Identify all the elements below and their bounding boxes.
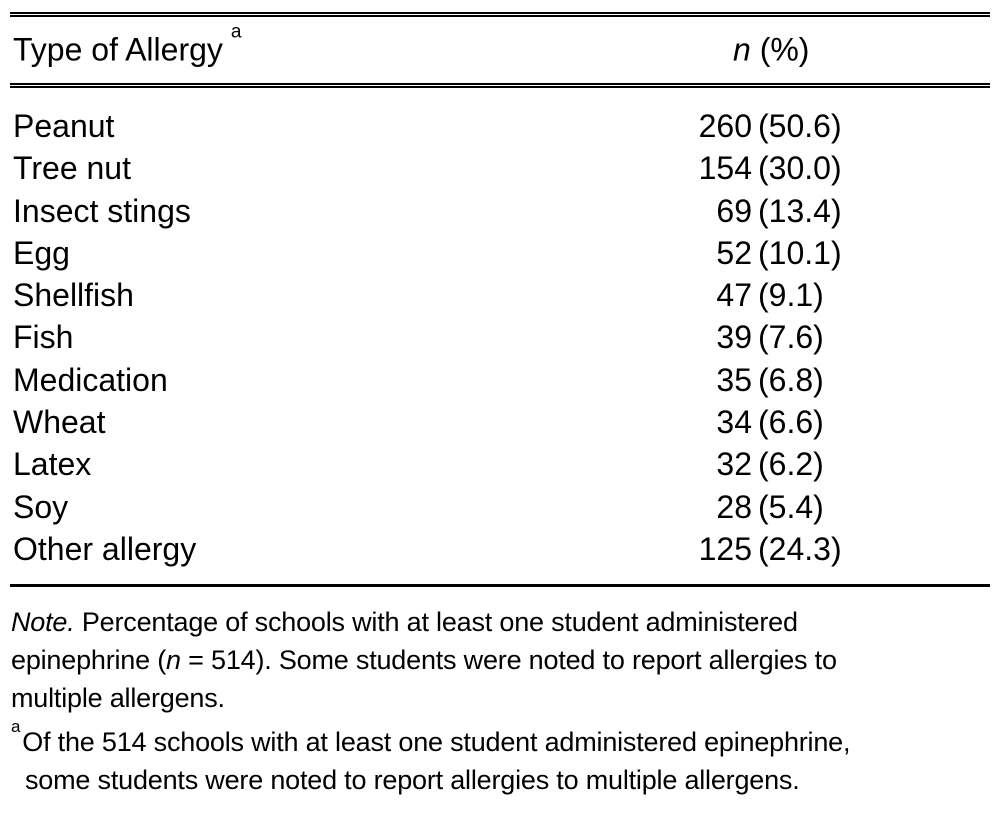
- allergy-type-label: Medication: [13, 361, 168, 398]
- note-label: Note.: [11, 607, 75, 638]
- count-value: 28: [716, 488, 752, 525]
- count-value: 69: [716, 192, 752, 229]
- percent-value: (6.2): [758, 446, 824, 483]
- count-value: 32: [716, 446, 752, 483]
- percent-value: (5.4): [758, 488, 824, 525]
- table-notes: Note. Percentage of schools with at leas…: [11, 603, 990, 799]
- journal-table: Type of Allergy a n (%) Peanut 260 (50.6)…: [10, 12, 990, 799]
- percent-value: (7.6): [758, 319, 824, 356]
- allergy-type-label: Wheat: [13, 404, 106, 441]
- table-row: Shellfish 47 (9.1): [10, 274, 990, 316]
- column-header-n-percent: n (%): [733, 32, 809, 69]
- allergy-type-label: Egg: [13, 234, 70, 271]
- column-header-percent-label: (%): [750, 31, 810, 68]
- column-header-label: Type of Allergy: [13, 31, 223, 68]
- table-rows: Peanut 260 (50.6) Tree nut 154 (30.0) In…: [10, 88, 990, 570]
- footnote-a-text: Of the 514 schools with at least one stu…: [22, 727, 851, 758]
- footnote-a-marker: a: [11, 717, 21, 737]
- table-row: Peanut 260 (50.6): [10, 105, 990, 147]
- percent-value: (30.0): [758, 150, 842, 187]
- table-row: Tree nut 154 (30.0): [10, 147, 990, 189]
- table-header-row: Type of Allergy a n (%): [10, 17, 990, 83]
- table-row: Wheat 34 (6.6): [10, 401, 990, 443]
- table-bottom-rule: [10, 584, 990, 588]
- count-value: 47: [716, 277, 752, 314]
- footnote-a-line-1: aOf the 514 schools with at least one st…: [11, 717, 990, 761]
- allergy-type-label: Shellfish: [13, 277, 134, 314]
- percent-value: (6.8): [758, 361, 824, 398]
- note-n-italic: n: [166, 645, 181, 676]
- count-value: 39: [716, 319, 752, 356]
- count-value: 260: [698, 108, 752, 144]
- table-row: Egg 52 (10.1): [10, 232, 990, 274]
- count-value: 125: [698, 530, 752, 567]
- table-row: Fish 39 (7.6): [10, 316, 990, 358]
- percent-value: (13.4): [758, 192, 842, 229]
- table-top-rule: [10, 12, 990, 17]
- table-row: Soy 28 (5.4): [10, 486, 990, 528]
- allergy-type-label: Latex: [13, 446, 92, 483]
- percent-value: (10.1): [758, 234, 842, 271]
- count-value: 34: [716, 404, 752, 441]
- table-header-rule: [10, 83, 990, 88]
- note-line-2: epinephrine (n = 514). Some students wer…: [11, 641, 990, 679]
- allergy-type-label: Insect stings: [13, 192, 191, 229]
- count-value: 35: [716, 361, 752, 398]
- header-footnote-marker: a: [230, 21, 242, 43]
- allergy-type-label: Other allergy: [13, 530, 197, 567]
- note-line-2-pre: epinephrine (: [11, 645, 167, 676]
- table-row: Latex 32 (6.2): [10, 443, 990, 485]
- allergy-type-label: Peanut: [13, 108, 115, 144]
- footnote-a-line-2: some students were noted to report aller…: [25, 765, 800, 796]
- allergy-type-label: Soy: [13, 488, 69, 525]
- count-value: 52: [716, 234, 752, 271]
- note-line-2-post: = 514). Some students were noted to repo…: [180, 645, 837, 676]
- table-row: Insect stings 69 (13.4): [10, 190, 990, 232]
- table-row: Medication 35 (6.8): [10, 359, 990, 401]
- percent-value: (9.1): [758, 277, 824, 314]
- percent-value: (50.6): [758, 108, 842, 144]
- column-header-n-italic: n: [733, 31, 751, 68]
- allergy-type-label: Tree nut: [13, 150, 131, 187]
- table-row: Other allergy 125 (24.3): [10, 528, 990, 570]
- percent-value: (6.6): [758, 404, 824, 441]
- column-header-type-of-allergy: Type of Allergy a: [13, 22, 241, 69]
- count-value: 154: [698, 150, 752, 187]
- note-line-1: Note. Percentage of schools with at leas…: [11, 603, 990, 641]
- percent-value: (24.3): [758, 530, 842, 567]
- allergy-type-label: Fish: [13, 319, 74, 356]
- note-line-3: multiple allergens.: [11, 683, 225, 714]
- note-line-1-text: Percentage of schools with at least one …: [74, 607, 798, 638]
